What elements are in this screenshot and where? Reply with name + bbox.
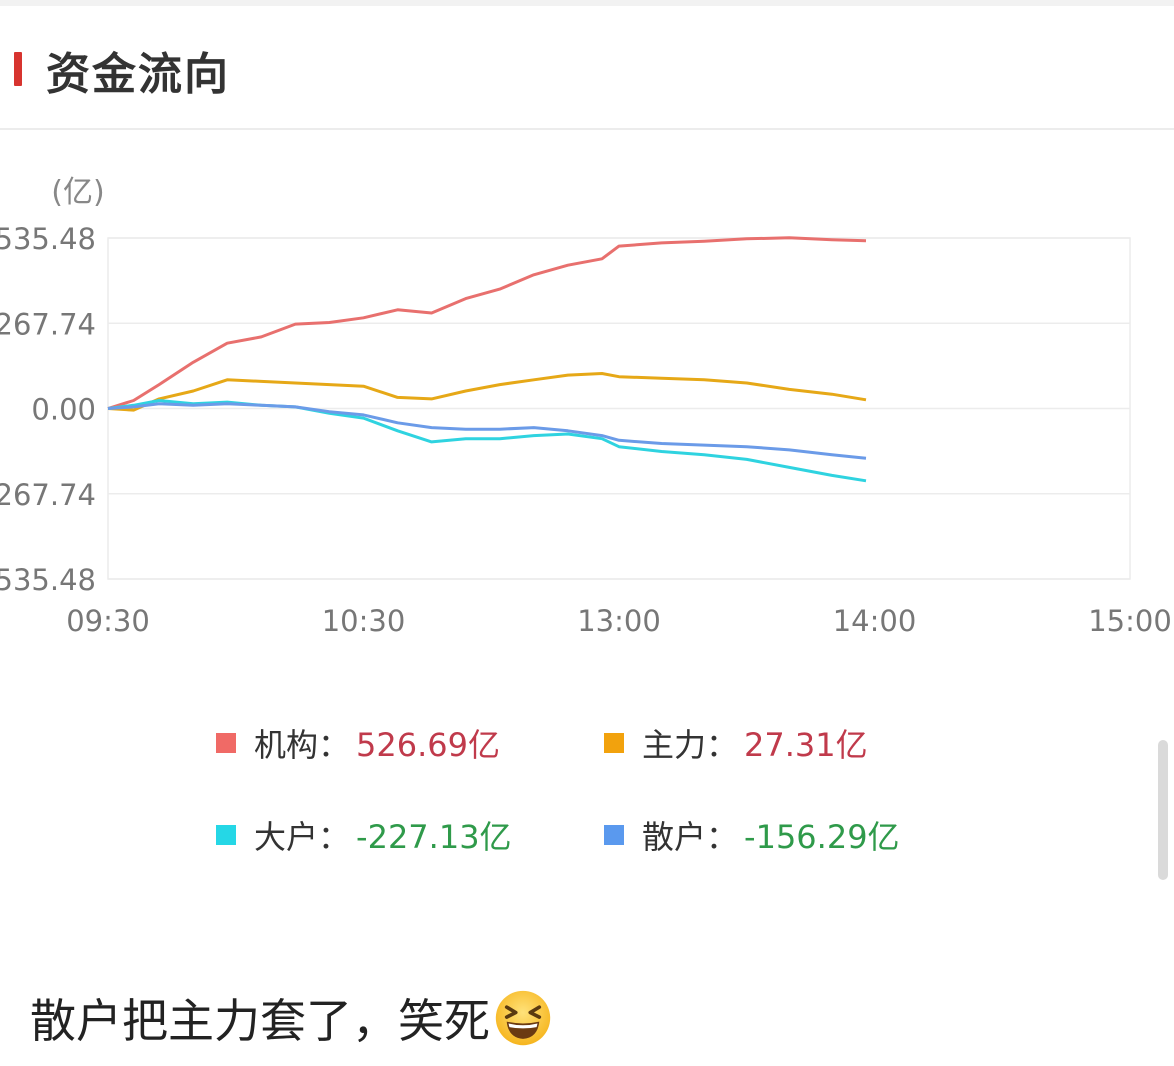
y-tick-label: 0.00 (31, 393, 96, 427)
header-divider (0, 128, 1174, 130)
legend-item-dahu: 大户 ： -227.13亿 (216, 812, 512, 858)
x-tick-label: 14:00 (833, 604, 917, 638)
y-tick-label: 535.48 (0, 222, 96, 256)
y-axis-unit-label: (亿) (51, 175, 104, 210)
legend-item-jigou: 机构 ： 526.69亿 (216, 720, 500, 766)
x-tick-label: 10:30 (322, 604, 406, 638)
legend-separator: ： (318, 818, 351, 856)
legend-name: 主力 (642, 726, 707, 764)
legend-item-sanhu: 散户 ： -156.29亿 (604, 812, 900, 858)
legend-separator: ： (706, 726, 739, 764)
y-tick-label: 267.74 (0, 307, 96, 341)
series-line-主力 (107, 372, 867, 412)
series-line-机构 (107, 236, 867, 410)
legend-value: -156.29亿 (744, 818, 900, 856)
legend-value: -227.13亿 (356, 818, 512, 856)
legend-name: 大户 (254, 818, 319, 856)
title-accent-bar (14, 52, 22, 86)
legend-name: 机构 (254, 726, 319, 764)
fund-flow-chart: (亿) 535.48 267.74 0.00 -267.74 -535.48 09:30… (0, 175, 1172, 638)
legend-swatch (604, 733, 624, 753)
y-tick-label: -535.48 (0, 563, 96, 597)
legend-value: 27.31亿 (744, 726, 868, 764)
x-tick-label: 15:00 (1088, 604, 1172, 638)
legend-name: 散户 (642, 818, 707, 856)
series-line-散户 (107, 402, 867, 460)
page-title: 资金流向 (46, 49, 230, 100)
legend-swatch (216, 825, 236, 845)
y-tick-label: -267.74 (0, 478, 96, 512)
caption-text: 散户把主力套了，笑死 (30, 994, 490, 1048)
x-tick-label: 13:00 (577, 604, 661, 638)
top-strip (0, 0, 1174, 6)
post-caption: 散户把主力套了，笑死 (30, 985, 552, 1051)
scrollbar[interactable] (1158, 740, 1168, 880)
legend-swatch (216, 733, 236, 753)
chart-legend: 机构 ： 526.69亿 主力 ： 27.31亿 大户 ： -227.13亿 散… (0, 700, 1174, 880)
legend-value: 526.69亿 (356, 726, 501, 764)
laughing-face-icon (495, 990, 551, 1046)
legend-item-zhuli: 主力 ： 27.31亿 (604, 720, 868, 766)
series-line-大户 (107, 399, 867, 483)
x-tick-label: 09:30 (66, 604, 150, 638)
legend-swatch (604, 825, 624, 845)
legend-separator: ： (318, 726, 351, 764)
legend-separator: ： (706, 818, 739, 856)
